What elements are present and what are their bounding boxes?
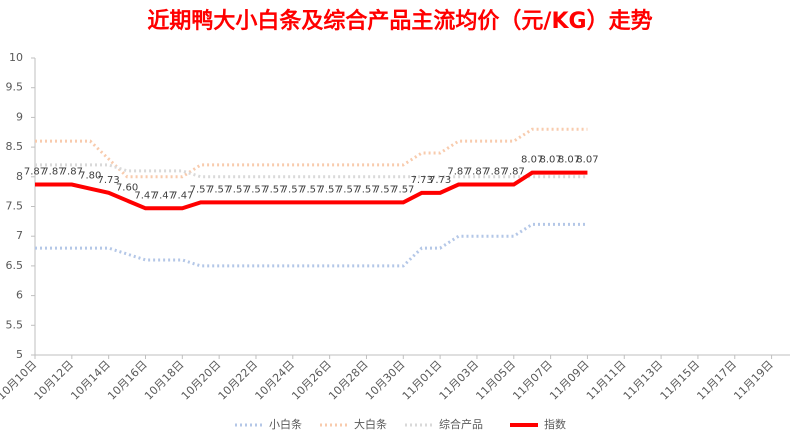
x-tick-label: 10月24日 [252, 358, 297, 403]
x-tick-label: 10月16日 [105, 358, 150, 403]
data-label: 7.57 [319, 184, 341, 195]
x-tick-label: 11月03日 [437, 358, 482, 403]
y-tick-label: 9.5 [6, 81, 24, 94]
x-tick-label: 11月13日 [621, 358, 666, 403]
series-line [35, 222, 588, 268]
series-line [35, 127, 588, 179]
data-label: 7.73 [98, 175, 120, 186]
x-tick-label: 10月28日 [326, 358, 371, 403]
y-tick-label: 7 [16, 229, 23, 242]
legend-label: 综合产品 [439, 417, 483, 431]
y-tick-label: 5 [16, 348, 23, 361]
data-label: 7.87 [447, 167, 469, 178]
data-label: 7.87 [61, 167, 83, 178]
chart-title: 近期鸭大小白条及综合产品主流均价（元/KG）走势 [147, 8, 652, 34]
data-label: 7.60 [116, 183, 138, 194]
data-label: 7.57 [263, 184, 285, 195]
data-label: 7.87 [466, 167, 488, 178]
data-label: 7.57 [226, 184, 248, 195]
data-label: 7.57 [392, 184, 414, 195]
x-tick-label: 11月17日 [694, 358, 739, 403]
data-label: 8.07 [576, 155, 598, 166]
y-tick-label: 7.5 [6, 200, 24, 213]
data-label: 7.57 [245, 184, 267, 195]
data-label: 7.80 [79, 171, 101, 182]
data-label: 7.57 [374, 184, 396, 195]
data-label: 7.57 [208, 184, 230, 195]
x-tick-label: 10月26日 [289, 358, 334, 403]
data-label: 8.07 [558, 155, 580, 166]
data-label: 8.07 [521, 155, 543, 166]
y-tick-label: 8.5 [6, 140, 24, 153]
data-label: 7.57 [355, 184, 377, 195]
x-tick-label: 11月15日 [658, 358, 703, 403]
x-tick-label: 10月14日 [68, 358, 113, 403]
y-tick-label: 5.5 [6, 318, 24, 331]
data-label: 7.87 [24, 167, 46, 178]
x-tick-label: 10月20日 [179, 358, 224, 403]
data-label: 7.73 [411, 175, 433, 186]
data-label: 7.57 [282, 184, 304, 195]
x-tick-label: 10月30日 [363, 358, 408, 403]
data-label: 7.87 [42, 167, 64, 178]
data-label: 8.07 [539, 155, 561, 166]
data-label: 7.87 [503, 167, 525, 178]
y-tick-label: 6.5 [6, 259, 24, 272]
legend-label: 大白条 [354, 417, 387, 431]
data-label: 7.57 [337, 184, 359, 195]
data-label: 7.57 [300, 184, 322, 195]
data-label: 7.47 [153, 190, 175, 201]
data-label: 7.47 [134, 190, 156, 201]
y-tick-label: 6 [16, 289, 23, 302]
x-tick-label: 11月07日 [510, 358, 555, 403]
data-label: 7.47 [171, 190, 193, 201]
x-tick-label: 11月05日 [473, 358, 518, 403]
series-line [35, 170, 588, 211]
x-tick-label: 11月19日 [731, 358, 776, 403]
x-tick-label: 10月12日 [32, 358, 77, 403]
legend-label: 小白条 [269, 417, 302, 431]
y-tick-label: 8 [16, 170, 23, 183]
data-label: 7.73 [429, 175, 451, 186]
x-tick-label: 11月11日 [584, 358, 629, 403]
x-tick-label: 11月09日 [547, 358, 592, 403]
x-tick-label: 11月01日 [400, 358, 445, 403]
y-tick-label: 10 [9, 51, 23, 64]
legend-label: 指数 [544, 417, 566, 431]
x-tick-label: 10月22日 [216, 358, 261, 403]
y-tick-label: 9 [16, 110, 23, 123]
x-tick-label: 10月18日 [142, 358, 187, 403]
data-label: 7.57 [190, 184, 212, 195]
data-label: 7.87 [484, 167, 506, 178]
